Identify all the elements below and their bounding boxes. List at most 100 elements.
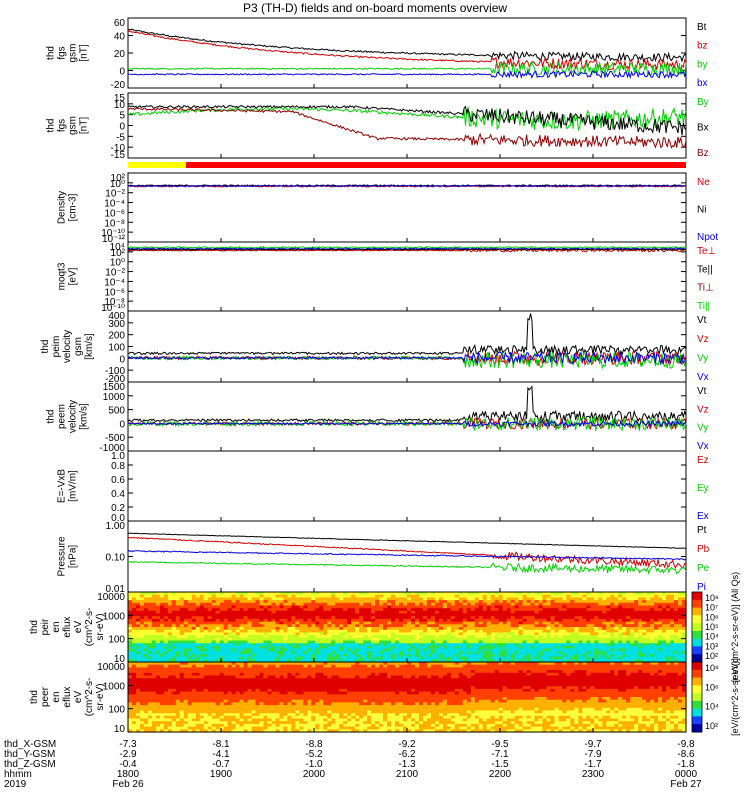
fgs-gsm-2-ytick-label: -10 (111, 143, 126, 154)
temperature-ylabel: [eV] (68, 267, 79, 285)
electron-velocity-ylabel: [km/s] (79, 403, 90, 430)
fgs-gsm-1-ytick-label: 20 (114, 49, 126, 60)
ion-spectrogram-ylabel: en (51, 621, 62, 632)
electron-velocity-ytick-label: -500 (105, 433, 125, 444)
ion-spectrogram-cb-tick: 10⁸ (705, 593, 719, 603)
legend-pressure-pb: Pb (697, 544, 710, 555)
ion-spectrogram-ylabel: thd (29, 620, 40, 634)
ion-spectrogram-cb-tick: 10⁴ (705, 632, 719, 642)
ion-velocity-ytick-label: -200 (105, 374, 125, 385)
density-ytick-label: 10⁻⁸ (104, 218, 125, 229)
xaxis-tick-label: -8.6 (677, 749, 695, 760)
density-ytick-label: 10⁻⁴ (104, 199, 125, 210)
xaxis-tick-label: -7.9 (584, 749, 602, 760)
series-te-par (127, 248, 687, 251)
electron-spectrogram-ylabel: (cm^2-s- (84, 678, 95, 717)
fgs-gsm-1-ylabel: gsm (68, 44, 79, 63)
legend-density-ni: Ni (697, 205, 706, 216)
ion-spectrogram-ylabel: (cm^2-s- (84, 608, 95, 647)
density-ytick-label: 10⁻¹⁰ (101, 228, 125, 239)
electron-spectrogram-ylabel: eV (73, 691, 84, 704)
fgs-gsm-1-ylabel: fgs (57, 46, 68, 59)
xaxis-tick-label: -1.8 (677, 759, 695, 770)
series-vz (127, 350, 687, 367)
electron-spectrogram-ylabel: sr-eV) (95, 683, 106, 710)
ion-spectrogram-cb-tick: 10³ (705, 641, 718, 651)
xaxis-tick-label: -7.1 (491, 749, 509, 760)
legend-fgs-gsm-2-bx: Bx (697, 123, 709, 134)
x-axis-labels: thd_X-GSM -7.3 -8.1 -8.8 -9.2 -9.5 -9.7 -9.8 thd… (4, 739, 702, 790)
efield-ytick-label: 0.2 (111, 503, 125, 514)
electron-spectrogram-cb-tick: 10⁶ (705, 682, 719, 692)
ion-velocity-ylabel: [km/s] (84, 333, 95, 360)
ion-spectrogram-ylabel: sr-eV) (95, 613, 106, 640)
xaxis-row-label: hhmm (4, 769, 32, 780)
temperature-frame (127, 241, 687, 312)
series-ne (127, 185, 687, 188)
fgs-gsm-2-ytick-label: 0 (119, 122, 125, 133)
density-ytick-label: 10⁰ (110, 179, 125, 190)
pressure-ytick-label: 1.00 (106, 521, 126, 532)
electron-spectrogram-colorbar-label: [eV/(cm^2-s-sr-eV)] (730, 658, 740, 736)
fgs-gsm-2-ytick-label: -15 (111, 150, 126, 161)
xaxis-tick-label: 2300 (582, 769, 605, 780)
electron-velocity-ylabel: velocity (68, 400, 79, 433)
temperature-ytick-label: 10² (111, 248, 126, 259)
xaxis-date-end: Feb 27 (670, 779, 702, 790)
legend-density-npot: Npot (697, 232, 718, 243)
panel-fgs-gsm-1: 60 40 20 0 -20 thd fgs gsm [nT] Bt bz by bx (46, 17, 708, 91)
temperature-ytick-label: 10⁻⁸ (104, 297, 125, 308)
efield-ylabel: E=-VxB (57, 469, 68, 504)
fgs-gsm-2-ylabel: fgs (57, 119, 68, 132)
legend-density-ne: Ne (697, 177, 710, 188)
xaxis-row-label: thd_Z-GSM (4, 759, 56, 770)
legend-electron-velocity-vz: Vz (697, 404, 709, 415)
electron-spectrogram-cb-tick: 10⁸ (705, 663, 719, 673)
ion-velocity-ytick-label: -100 (105, 366, 125, 377)
temperature-ylabel: moqt3 (57, 262, 68, 290)
xaxis-tick-label: 0000 (675, 769, 698, 780)
electron-velocity-ylabel: peem (57, 404, 68, 429)
efield-ytick-label: 1.0 (111, 451, 125, 462)
electron-spectrogram-ylabel: en (51, 691, 62, 702)
series-bz (127, 29, 687, 71)
pressure-ytick-label: 0.01 (106, 584, 126, 595)
electron-spectrogram-ylabel: thd (29, 690, 40, 704)
efield-frame (127, 450, 687, 522)
xaxis-tick-label: -1.3 (398, 759, 416, 770)
xaxis-tick-label: 2200 (489, 769, 512, 780)
series-bt (127, 28, 687, 63)
fgs-gsm-2-ytick-label: -5 (116, 132, 125, 143)
fgs-gsm-1-ylabel: thd (46, 46, 57, 60)
series-bx (127, 104, 687, 136)
status-bar (128, 162, 686, 168)
series-bz (127, 107, 687, 149)
legend-efield-ey: Ey (697, 483, 709, 494)
electron-spectrogram-ytick-label: 10000 (97, 662, 125, 673)
series-pi (127, 549, 687, 561)
ion-spectrogram-ytick-label: 100 (108, 635, 125, 646)
xaxis-tick-label: 2100 (396, 769, 419, 780)
series-vx (127, 419, 687, 429)
electron-velocity-frame (127, 381, 687, 452)
legend-temperature-te⊥: Te⊥ (697, 246, 716, 257)
xaxis-tick-label: -9.7 (584, 739, 602, 750)
legend-pressure-pt: Pt (697, 525, 707, 536)
series-vt (127, 385, 687, 424)
legend-fgs-gsm-1-by: by (697, 59, 708, 70)
electron-spectrogram-ytick-label: 100 (108, 705, 125, 716)
xaxis-date-start: Feb 26 (112, 779, 144, 790)
legend-efield-ex: Ex (697, 511, 709, 522)
electron-velocity-ytick-label: 1500 (103, 382, 126, 393)
legend-fgs-gsm-1-bx: bx (697, 78, 708, 89)
efield-ylabel: [mV/m] (68, 470, 79, 502)
xaxis-tick-label: -9.2 (398, 739, 416, 750)
ion-velocity-ytick-label: 0 (119, 354, 125, 365)
legend-fgs-gsm-2-bz: Bz (697, 148, 709, 159)
fgs-gsm-1-ylabel: [nT] (79, 44, 90, 61)
series-by (127, 61, 687, 77)
pressure-ylabel: Pressure (57, 536, 68, 576)
